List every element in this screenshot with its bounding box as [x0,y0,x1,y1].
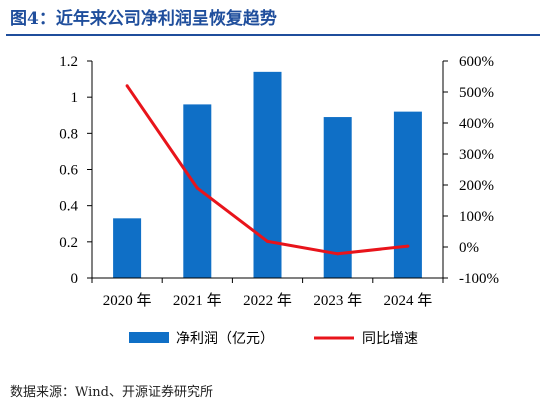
left-tick-label: 0 [71,271,79,287]
right-tick-label: 200% [459,178,494,194]
right-tick-label: 600% [459,54,494,70]
x-tick-label: 2022 年 [243,292,292,309]
right-tick-label: 300% [459,147,494,163]
growth-point [125,84,129,88]
bar [393,111,422,278]
x-tick-label: 2023 年 [313,292,362,309]
x-tick-label: 2020 年 [103,292,152,309]
right-axis: -100% 0% 100% 200% 300% 400% 500% 600% [442,54,499,287]
right-tick-label: 400% [459,116,494,132]
source-note: 数据来源：Wind、开源证券研究所 [10,385,213,400]
legend-swatch-bar [129,332,169,343]
right-tick-label: 100% [459,209,494,225]
legend: 净利润（亿元） 同比增速 [129,331,418,347]
bar [113,218,142,278]
left-axis: 0 0.2 0.4 0.6 0.8 1 1.2 [59,54,93,287]
growth-point [266,239,269,243]
x-tick-label: 2024 年 [384,292,433,309]
left-tick-label: 1.2 [59,54,78,70]
left-tick-label: 0.6 [59,163,78,179]
figure-title: 图4：近年来公司净利润呈恢复趋势 [10,9,277,29]
chart-area: 0 0.2 0.4 0.6 0.8 1 1.2 -100% 0% 100% 200% 300% 400… [0,36,546,370]
bar [183,104,212,279]
legend-label-line: 同比增速 [362,331,418,347]
left-tick-label: 0.2 [59,235,78,251]
growth-point [336,252,340,256]
growth-point [406,244,410,248]
left-tick-label: 0.8 [59,126,78,142]
legend-label-bar: 净利润（亿元） [176,331,274,347]
bar [253,71,282,278]
right-tick-label: -100% [459,271,499,287]
x-tick-label: 2021 年 [173,292,222,309]
right-tick-label: 500% [459,85,494,101]
left-tick-label: 0.4 [59,199,78,215]
title-underline [6,34,540,36]
bar-series [113,71,422,279]
combo-chart: 0 0.2 0.4 0.6 0.8 1 1.2 -100% 0% 100% 200% 300% 400… [59,54,499,347]
left-tick-label: 1 [71,90,79,106]
line-series [125,84,410,256]
x-axis: 2020 年 2021 年 2022 年 2023 年 2024 年 [91,277,444,309]
growth-point [195,186,199,190]
right-tick-label: 0% [459,240,479,256]
